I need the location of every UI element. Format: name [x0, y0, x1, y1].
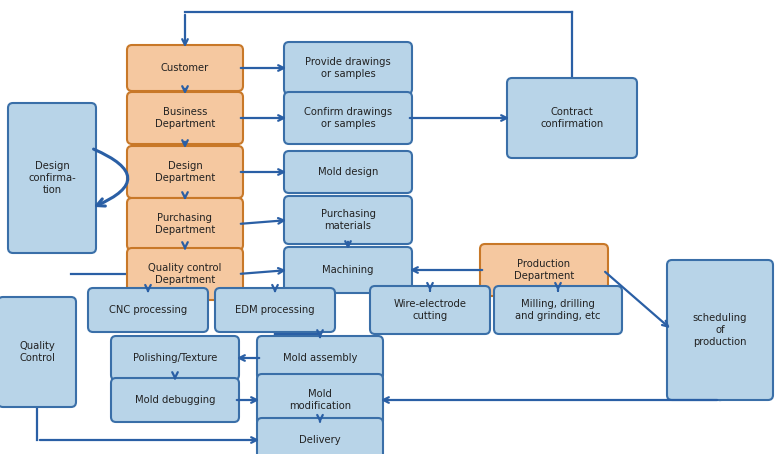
FancyBboxPatch shape: [127, 92, 243, 144]
FancyBboxPatch shape: [127, 198, 243, 250]
Text: EDM processing: EDM processing: [236, 305, 315, 315]
Text: Design
Department: Design Department: [155, 161, 215, 183]
FancyArrowPatch shape: [94, 149, 128, 206]
Text: Quality control
Department: Quality control Department: [148, 263, 222, 285]
FancyBboxPatch shape: [507, 78, 637, 158]
Text: Provide drawings
or samples: Provide drawings or samples: [305, 57, 391, 79]
Text: Customer: Customer: [161, 63, 209, 73]
Text: Mold debugging: Mold debugging: [135, 395, 215, 405]
FancyBboxPatch shape: [111, 336, 239, 380]
Text: Production
Department: Production Department: [514, 259, 574, 281]
FancyBboxPatch shape: [257, 336, 383, 380]
FancyBboxPatch shape: [284, 151, 412, 193]
FancyBboxPatch shape: [284, 247, 412, 293]
Text: scheduling
of
production: scheduling of production: [693, 313, 747, 346]
FancyBboxPatch shape: [127, 146, 243, 198]
FancyBboxPatch shape: [127, 45, 243, 91]
FancyBboxPatch shape: [257, 374, 383, 426]
Text: Quality
Control: Quality Control: [19, 341, 55, 363]
FancyBboxPatch shape: [0, 297, 76, 407]
Text: Mold assembly: Mold assembly: [283, 353, 357, 363]
FancyBboxPatch shape: [215, 288, 335, 332]
Text: CNC processing: CNC processing: [109, 305, 187, 315]
Text: Purchasing
materials: Purchasing materials: [321, 209, 375, 231]
Text: Design
confirma-
tion: Design confirma- tion: [28, 162, 76, 195]
FancyBboxPatch shape: [257, 418, 383, 454]
FancyBboxPatch shape: [8, 103, 96, 253]
Text: Purchasing
Department: Purchasing Department: [155, 213, 215, 235]
FancyBboxPatch shape: [127, 248, 243, 300]
FancyBboxPatch shape: [480, 244, 608, 296]
Text: Contract
confirmation: Contract confirmation: [541, 107, 604, 129]
Text: Mold
modification: Mold modification: [289, 389, 351, 411]
Text: Machining: Machining: [322, 265, 374, 275]
FancyBboxPatch shape: [667, 260, 773, 400]
Text: Wire-electrode
cutting: Wire-electrode cutting: [393, 299, 466, 321]
FancyBboxPatch shape: [284, 196, 412, 244]
Text: Business
Department: Business Department: [155, 107, 215, 129]
FancyBboxPatch shape: [284, 42, 412, 94]
FancyBboxPatch shape: [111, 378, 239, 422]
Text: Mold design: Mold design: [317, 167, 378, 177]
Text: Polishing/Texture: Polishing/Texture: [133, 353, 217, 363]
FancyBboxPatch shape: [88, 288, 208, 332]
Text: Delivery: Delivery: [300, 435, 341, 445]
Text: Confirm drawings
or samples: Confirm drawings or samples: [304, 107, 392, 129]
FancyBboxPatch shape: [370, 286, 490, 334]
Text: Milling, drilling
and grinding, etc: Milling, drilling and grinding, etc: [516, 299, 601, 321]
FancyBboxPatch shape: [494, 286, 622, 334]
FancyBboxPatch shape: [284, 92, 412, 144]
